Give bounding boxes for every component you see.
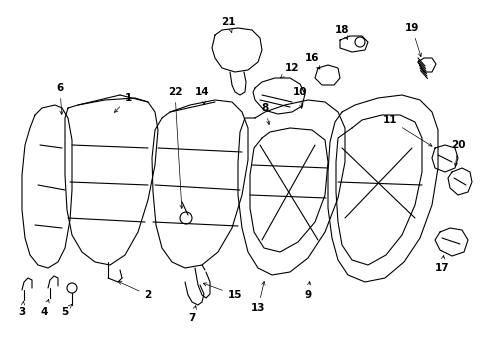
Text: 5: 5 xyxy=(61,305,71,317)
Text: 1: 1 xyxy=(114,93,131,112)
Text: 4: 4 xyxy=(40,299,49,317)
Text: 3: 3 xyxy=(19,301,25,317)
Text: 9: 9 xyxy=(304,282,311,300)
Text: 21: 21 xyxy=(220,17,235,32)
Text: 12: 12 xyxy=(280,63,299,78)
Text: 7: 7 xyxy=(188,306,196,323)
Text: 15: 15 xyxy=(203,283,242,300)
Text: 16: 16 xyxy=(304,53,319,69)
Text: 19: 19 xyxy=(404,23,421,57)
Text: 2: 2 xyxy=(118,281,151,300)
Text: 13: 13 xyxy=(250,282,264,313)
Text: 18: 18 xyxy=(334,25,348,39)
Text: 22: 22 xyxy=(167,87,183,208)
Text: 14: 14 xyxy=(194,87,209,104)
Text: 6: 6 xyxy=(56,83,63,114)
Text: 17: 17 xyxy=(434,256,448,273)
Text: 11: 11 xyxy=(382,115,431,146)
Text: 8: 8 xyxy=(261,103,269,125)
Text: 10: 10 xyxy=(292,87,306,108)
Text: 20: 20 xyxy=(450,140,464,166)
